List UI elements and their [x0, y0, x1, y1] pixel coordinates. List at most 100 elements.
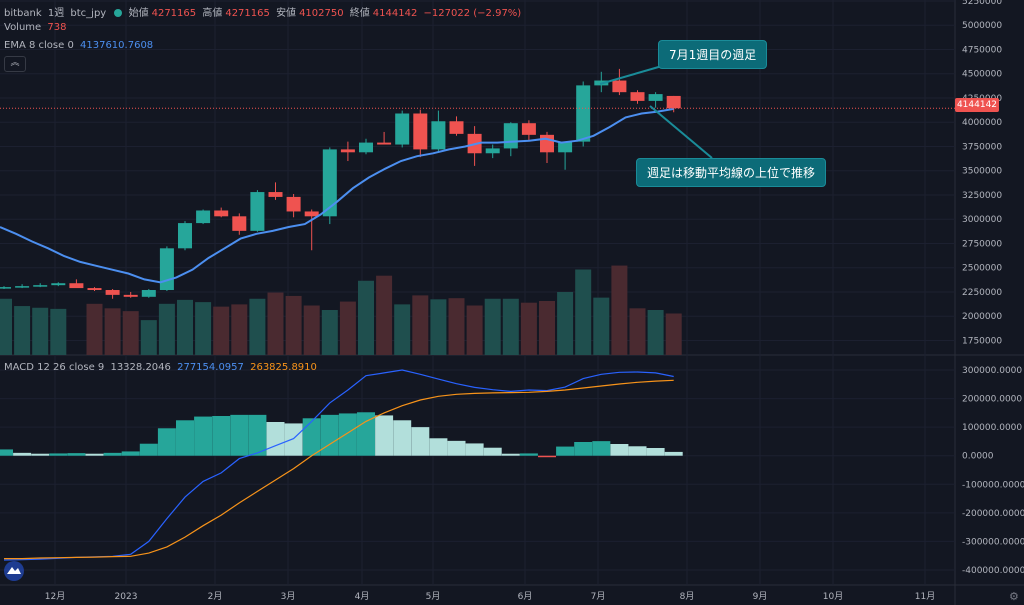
ema-label[interactable]: EMA 8 close 0 — [4, 40, 74, 51]
symbol-label[interactable]: bitbank — [4, 8, 42, 19]
macd-tick-label: 300000.0000 — [962, 366, 1022, 376]
macd-line-value: 277154.0957 — [177, 362, 244, 373]
histogram-bar — [230, 414, 249, 456]
macd-tick-label: -200000.0000 — [962, 509, 1024, 519]
volume-bar — [285, 295, 302, 355]
price-tick-label: 3250000 — [962, 191, 1002, 201]
histogram-bar — [266, 422, 285, 456]
volume-bar — [647, 310, 664, 355]
ema-value: 4137610.7608 — [80, 40, 154, 51]
histogram-bar — [284, 423, 303, 456]
macd-tick-label: -100000.0000 — [962, 480, 1024, 490]
time-tick-label: 7月 — [591, 591, 606, 602]
macd-lines — [3, 369, 674, 561]
histogram-bar — [447, 440, 466, 456]
candle-body — [232, 216, 247, 231]
volume-bar — [358, 280, 374, 355]
candle-body — [141, 290, 156, 297]
candle-body — [123, 294, 138, 297]
volume-bar — [267, 292, 284, 355]
histogram-bar — [121, 451, 140, 456]
candle-body — [377, 142, 392, 145]
candle-body — [250, 192, 265, 231]
candle-body — [485, 148, 500, 154]
histogram-bar — [338, 413, 357, 456]
time-tick-label: 6月 — [518, 591, 533, 602]
callout-weekly-pointer — [599, 65, 663, 85]
volume-bar — [140, 320, 157, 355]
volume-bar — [430, 299, 447, 355]
histogram-bar — [483, 447, 502, 456]
time-tick-label: 4月 — [355, 591, 370, 602]
time-tick-label: 2月 — [208, 591, 223, 602]
histogram-bar — [320, 414, 339, 456]
volume-bar — [50, 308, 67, 355]
candle-body — [540, 134, 554, 153]
collapse-legend-icon[interactable]: ︽ — [4, 56, 26, 72]
volume-bar — [484, 298, 501, 355]
volume-bar — [339, 301, 356, 355]
candle-body — [268, 192, 283, 197]
candle-body — [503, 123, 518, 149]
volume-bar — [32, 307, 49, 355]
ema-layer — [0, 107, 955, 284]
candle-body — [612, 80, 627, 93]
volume-bars — [0, 265, 682, 355]
close-label: 終値 — [349, 8, 370, 19]
candle-body — [431, 121, 446, 150]
histogram-bar — [176, 420, 194, 456]
close-value: 4144142 — [372, 8, 418, 19]
ema-legend: EMA 8 close 0 4137610.7608 — [4, 40, 156, 51]
candle-body — [449, 121, 464, 134]
volume-bar — [86, 303, 103, 355]
signal-line — [4, 379, 674, 560]
histogram-bar — [248, 414, 267, 456]
histogram-bar — [302, 418, 321, 456]
volume-bar — [122, 311, 139, 355]
macd-tick-label: 0.0000 — [962, 452, 994, 462]
pair-label[interactable]: btc_jpy — [70, 8, 107, 19]
change-value: −127022 (−2.97%) — [423, 8, 522, 19]
histogram-bar — [411, 427, 430, 456]
candle-body — [395, 113, 410, 145]
candle-body — [322, 149, 337, 217]
macd-tick-label: -400000.0000 — [962, 566, 1024, 576]
time-tick-label: 3月 — [281, 591, 296, 602]
ema-line — [0, 107, 674, 284]
tradingview-logo-icon — [4, 561, 24, 581]
time-tick-label: 5月 — [426, 591, 441, 602]
open-label: 始値 — [128, 8, 149, 19]
macd-histogram-value: 13328.2046 — [110, 362, 171, 373]
volume-bar — [611, 265, 628, 355]
volume-bar — [177, 299, 193, 355]
candle-body — [69, 283, 84, 289]
time-tick-label: 10月 — [823, 591, 843, 602]
volume-bar — [629, 308, 646, 355]
candle-body — [340, 149, 355, 153]
gear-icon[interactable]: ⚙ — [1009, 590, 1019, 603]
histogram-bar — [13, 452, 32, 456]
volume-bar — [575, 269, 592, 355]
price-tick-label: 4750000 — [962, 45, 1002, 55]
histogram-bar — [157, 428, 176, 456]
volume-label[interactable]: Volume — [4, 22, 42, 33]
price-tick-label: 5000000 — [962, 21, 1002, 31]
candle-body — [359, 142, 373, 153]
candle-body — [648, 94, 663, 101]
histogram-bar — [556, 446, 575, 456]
macd-label[interactable]: MACD 12 26 close 9 — [4, 362, 105, 373]
price-tick-label: 1750000 — [962, 336, 1002, 346]
candle-body — [15, 286, 30, 288]
candle-body — [576, 85, 591, 142]
candle-body — [87, 288, 102, 291]
volume-bar — [321, 310, 338, 355]
macd-histogram — [0, 412, 683, 458]
volume-bar — [593, 297, 610, 355]
candle-body — [304, 211, 319, 217]
volume-bar — [213, 306, 230, 355]
interval-label[interactable]: 1週 — [47, 8, 65, 19]
price-tick-label: 5250000 — [962, 0, 1002, 7]
histogram-bar — [393, 420, 412, 456]
histogram-bar — [67, 453, 86, 456]
